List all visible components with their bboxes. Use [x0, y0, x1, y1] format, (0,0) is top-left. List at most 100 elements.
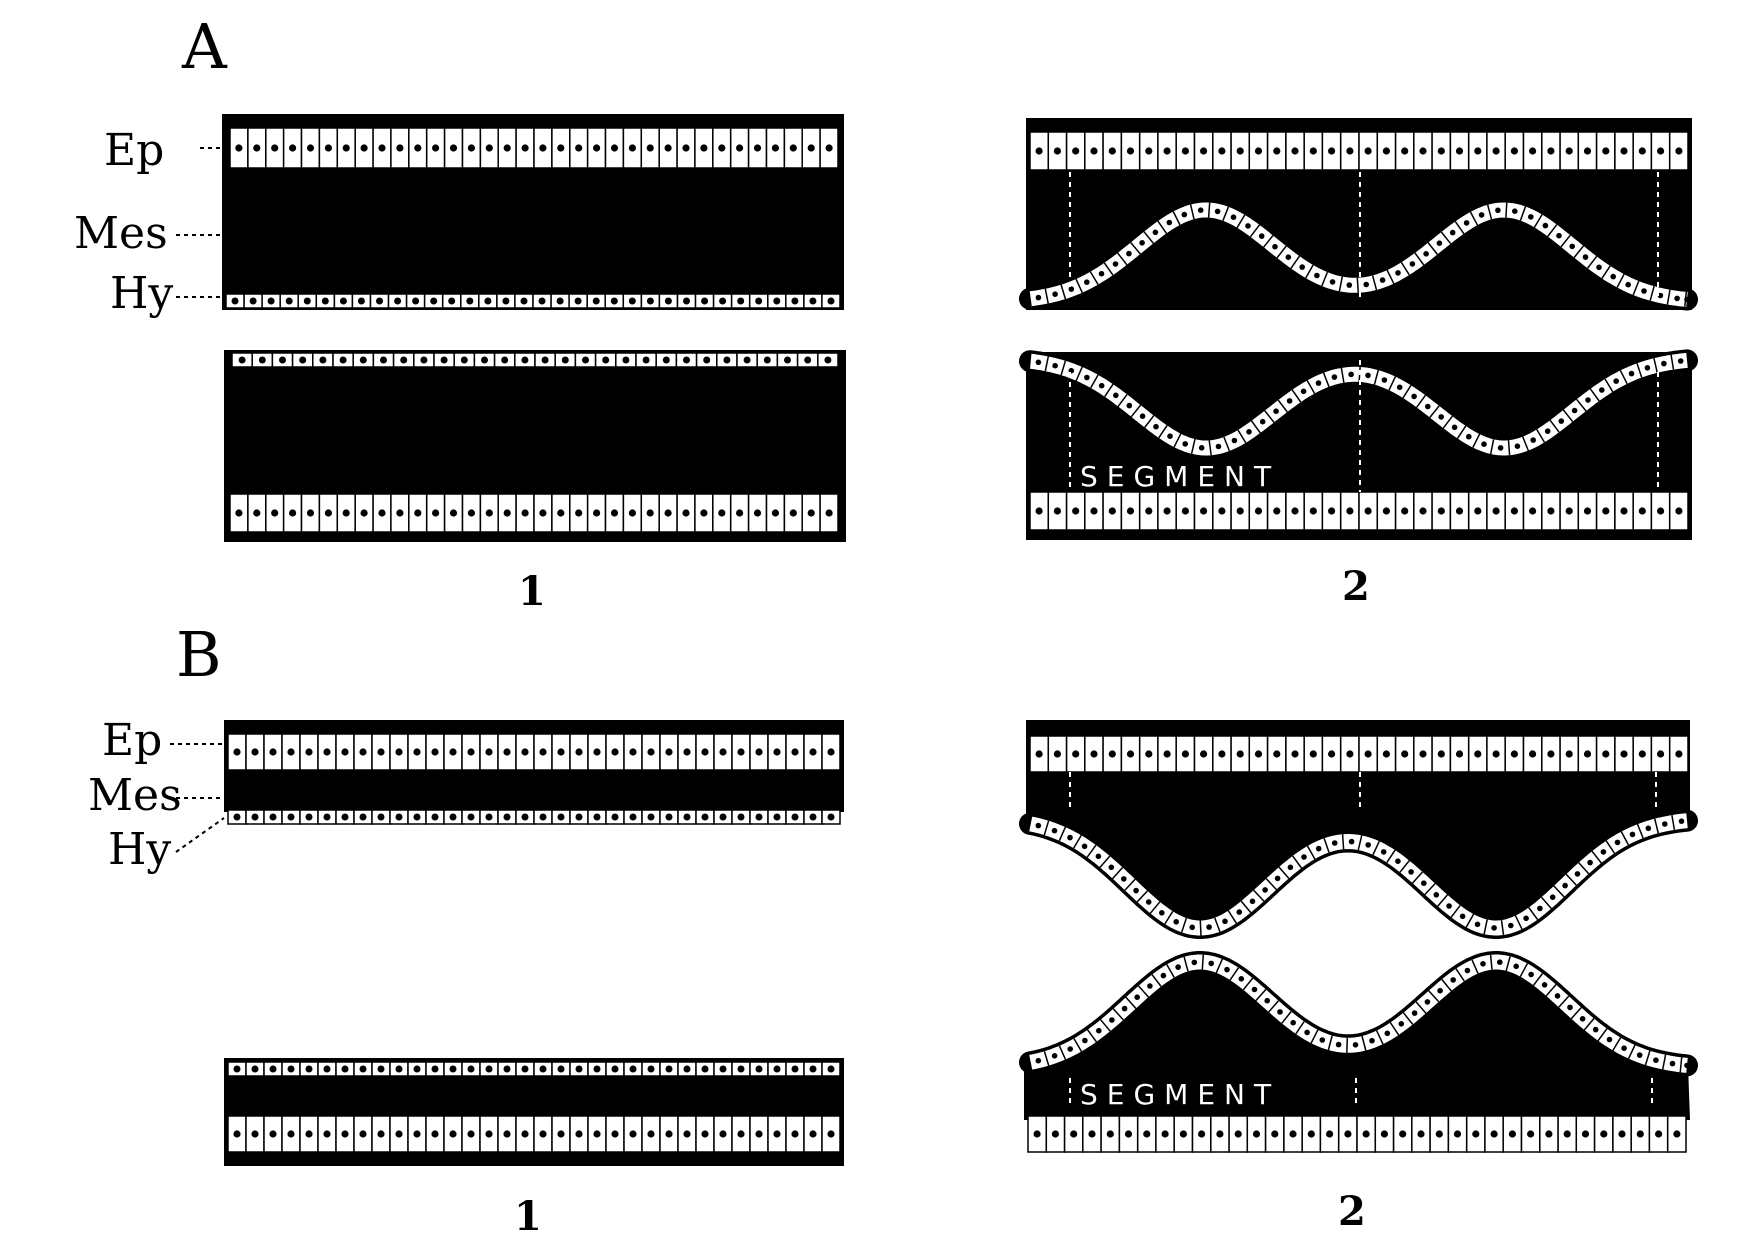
cell-nucleus [557, 144, 565, 152]
cell-nucleus [1096, 1027, 1102, 1034]
cell-nucleus [1455, 147, 1464, 155]
cell-nucleus [592, 297, 600, 305]
cell-nucleus [683, 1065, 691, 1073]
cell-nucleus [1364, 507, 1372, 515]
cell-nucleus [1474, 507, 1482, 515]
cell-nucleus [1072, 147, 1080, 155]
cell-nucleus [395, 748, 403, 756]
cell-nucleus [305, 1065, 313, 1073]
label-ep-a: Ep [104, 125, 164, 176]
cell-wall [1620, 831, 1630, 846]
cell-wall [1236, 214, 1246, 229]
cell-nucleus [481, 356, 488, 364]
cell-nucleus [1290, 1019, 1296, 1026]
cell-nucleus [1396, 384, 1403, 391]
cell-nucleus [1547, 147, 1555, 155]
cell-nucleus [1051, 827, 1058, 834]
cell-wall [1450, 904, 1461, 918]
label-mes-a: Mes [74, 208, 168, 259]
cell-wall [1576, 398, 1587, 412]
cell-nucleus [521, 509, 529, 517]
cell-nucleus [449, 748, 457, 756]
cell-wall [1157, 220, 1168, 234]
cell-nucleus [1583, 750, 1592, 758]
cell-nucleus [1147, 983, 1153, 989]
cell-wall [1578, 862, 1590, 875]
cell-nucleus [342, 509, 350, 517]
cell-wall [1636, 363, 1643, 378]
cell-nucleus [1236, 909, 1243, 915]
cell-wall [1073, 1038, 1083, 1052]
stage-b-1: 1 [514, 1193, 542, 1240]
cell-wall [1340, 367, 1345, 383]
cell-nucleus [809, 297, 817, 305]
cell-nucleus [1395, 858, 1401, 864]
cell-nucleus [1492, 750, 1500, 758]
cell-wall [1090, 374, 1099, 389]
cell-wall [1044, 356, 1050, 372]
cell-nucleus [1662, 821, 1668, 827]
cell-wall [1545, 984, 1557, 997]
cell-nucleus [342, 144, 350, 152]
cell-nucleus [448, 297, 456, 305]
cell-nucleus [269, 813, 277, 821]
cell-nucleus [305, 1130, 313, 1138]
cell-nucleus [773, 1065, 781, 1073]
cell-nucleus [1365, 842, 1371, 848]
cell-nucleus [1459, 913, 1466, 920]
cell-wall [1558, 995, 1570, 1008]
cell-nucleus [395, 1130, 403, 1138]
cell-nucleus [719, 748, 727, 756]
cell-nucleus [1319, 1037, 1326, 1043]
cell-nucleus [1592, 1026, 1599, 1033]
cell-nucleus [1145, 899, 1152, 905]
cell-nucleus [1675, 507, 1683, 515]
cell-nucleus [575, 813, 583, 821]
cell-nucleus [251, 1130, 259, 1138]
cell-nucleus [773, 297, 781, 305]
cell-nucleus [1529, 507, 1537, 515]
cell-nucleus [319, 356, 327, 364]
cell-wall [1321, 271, 1329, 287]
cell-nucleus [1053, 147, 1061, 155]
cell-nucleus [1610, 273, 1616, 280]
endoderm-cells [1028, 202, 1690, 307]
cell-wall [1255, 988, 1267, 1002]
cell-nucleus [827, 813, 835, 821]
endoderm-cell-band [1029, 352, 1688, 456]
cell-nucleus [1618, 1130, 1626, 1138]
cell-nucleus [449, 509, 458, 517]
cell-nucleus [377, 1065, 385, 1073]
cell-nucleus [665, 1130, 673, 1138]
cell-nucleus [1437, 750, 1445, 758]
cell-wall [1472, 433, 1481, 448]
cell-nucleus [1053, 507, 1061, 515]
cell-nucleus [431, 748, 439, 756]
cell-nucleus [1181, 211, 1188, 218]
cell-nucleus [1095, 853, 1102, 860]
cell-nucleus [1189, 924, 1195, 931]
cell-nucleus [305, 748, 313, 756]
cell-nucleus [233, 1065, 241, 1073]
endoderm-cell-row [231, 352, 839, 368]
cell-nucleus [736, 144, 744, 152]
cell-nucleus [1435, 1130, 1443, 1138]
cell-wall [1143, 231, 1154, 244]
cell-nucleus [1072, 507, 1080, 515]
cell-nucleus [1600, 849, 1607, 855]
cell-wall [1597, 1028, 1608, 1042]
cell-nucleus [1530, 437, 1536, 443]
cell-nucleus [289, 144, 297, 152]
cell-nucleus [1335, 1041, 1342, 1048]
cell-nucleus [1200, 750, 1208, 758]
cell-nucleus [359, 356, 367, 364]
cell-nucleus [1299, 264, 1305, 270]
cell-nucleus [804, 356, 812, 364]
cell-nucleus [269, 748, 277, 756]
cell-nucleus [755, 748, 763, 756]
cell-nucleus [753, 144, 762, 152]
cell-nucleus [376, 297, 383, 305]
cell-nucleus [521, 356, 529, 364]
cell-nucleus [665, 748, 673, 756]
